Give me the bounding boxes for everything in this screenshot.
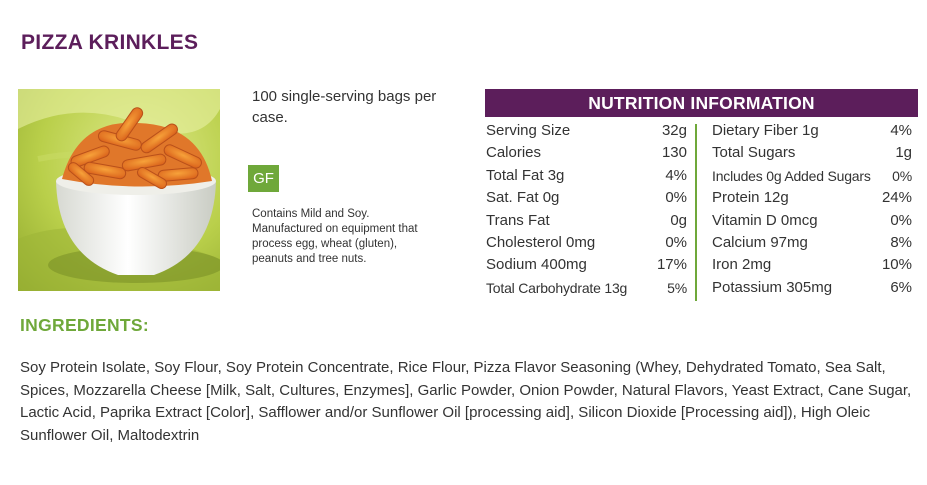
column-divider (695, 124, 697, 301)
nutrient-value: 0% (890, 211, 912, 229)
nutrient-label: Iron 2mg (712, 256, 772, 274)
nutrition-row: Serving Size 32g (486, 120, 687, 142)
nutrition-row: Includes 0g Added Sugars 0% (712, 165, 912, 187)
nutrition-row: Vitamin D 0mcg 0% (712, 210, 912, 232)
ingredients-heading: INGREDIENTS: (20, 315, 150, 335)
nutrition-row: Sat. Fat 0g 0% (486, 187, 687, 209)
nutrition-row: Calcium 97mg 8% (712, 232, 912, 254)
nutrient-label: Dietary Fiber 1g (712, 122, 819, 139)
nutrition-row: Dietary Fiber 1g 4% (712, 120, 912, 142)
nutrient-label: Total Sugars (712, 144, 796, 162)
nutrient-value: 8% (890, 233, 912, 251)
nutrition-column-right: Dietary Fiber 1g 4% Total Sugars 1g Includ… (712, 120, 912, 299)
nutrient-label: Total Fat 3g (486, 166, 565, 184)
nutrient-label: Sodium 400mg (486, 256, 587, 274)
nutrition-header: NUTRITION INFORMATION (485, 89, 918, 117)
nutrient-label: Protein 12g (712, 189, 789, 207)
nutrient-value: 0% (892, 167, 912, 184)
nutrient-label: Serving Size (486, 122, 571, 139)
nutrient-label: Calories (486, 144, 542, 162)
nutrient-label: Sat. Fat 0g (486, 189, 560, 207)
ingredients-text: Soy Protein Isolate, Soy Flour, Soy Prot… (20, 359, 912, 445)
nutrient-value: 4% (665, 166, 687, 184)
nutrient-label: Trans Fat (486, 211, 550, 229)
nutrition-row: Potassium 305mg 6% (712, 277, 912, 299)
nutrient-value: 10% (881, 256, 912, 274)
nutrition-row: Total Carbohydrate 13g 5% (486, 277, 687, 299)
nutrition-row: Calories 130 (486, 142, 687, 164)
product-title: PIZZA KRINKLES (21, 31, 199, 54)
nutrition-row: Sodium 400mg 17% (486, 254, 687, 276)
nutrition-column-left: Serving Size 32g Calories 130 Total Fat 3g… (486, 120, 687, 299)
nutrition-row: Cholesterol 0mg 0% (486, 232, 687, 254)
nutrient-value: 6% (890, 278, 912, 296)
nutrient-label: Potassium 305mg (712, 278, 833, 296)
nutrient-value: 24% (881, 189, 912, 207)
product-photo (18, 89, 220, 291)
nutrient-value: 130 (661, 144, 687, 162)
nutrient-value: 4% (890, 122, 912, 139)
nutrient-value: 32g (661, 122, 687, 139)
nutrition-row: Total Fat 3g 4% (486, 165, 687, 187)
nutrient-value: 5% (667, 279, 687, 296)
nutrition-row: Iron 2mg 10% (712, 254, 912, 276)
nutrition-row: Trans Fat 0g (486, 210, 687, 232)
nutrition-row: Total Sugars 1g (712, 142, 912, 164)
nutrient-label: Calcium 97mg (712, 233, 808, 251)
nutrient-value: 0g (670, 211, 687, 229)
nutrient-value: 0% (665, 233, 687, 251)
nutrition-row: Protein 12g 24% (712, 187, 912, 209)
allergen-note: Contains Mild and Soy. Manufactured on e… (252, 208, 418, 265)
nutrient-value: 0% (665, 189, 687, 207)
nutrient-value: 1g (895, 144, 912, 162)
nutrient-label: Total Carbohydrate 13g (486, 279, 628, 296)
nutrient-label: Includes 0g Added Sugars (712, 167, 871, 184)
nutrient-label: Cholesterol 0mg (486, 233, 596, 251)
nutrient-value: 17% (656, 256, 687, 274)
gluten-free-badge: GF (248, 165, 279, 192)
nutrient-label: Vitamin D 0mcg (712, 211, 818, 229)
case-description: 100 single-serving bags per case. (252, 88, 437, 126)
